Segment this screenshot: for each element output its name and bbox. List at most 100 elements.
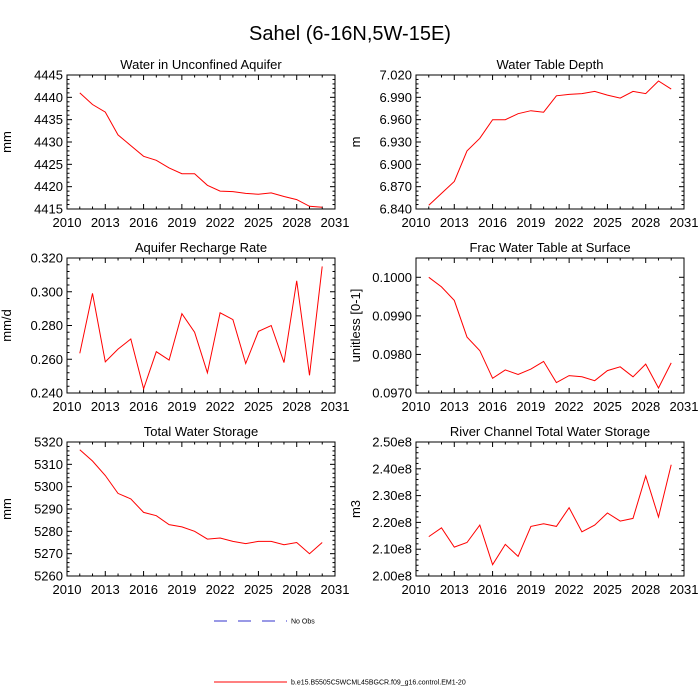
x-tick-label: 2031 xyxy=(670,582,699,597)
panels: Water in Unconfined Aquifer 2010 2013 2016 2… xyxy=(0,57,698,597)
plot-frame xyxy=(66,441,336,577)
plot-frame xyxy=(66,257,336,394)
x-tick-label: 2010 xyxy=(53,399,82,414)
x-tick-label: 2016 xyxy=(129,215,158,230)
panel-title: Total Water Storage xyxy=(144,424,258,439)
x-tick-label: 2025 xyxy=(593,399,622,414)
x-tick-label: 2022 xyxy=(555,215,584,230)
x-tick-label: 2016 xyxy=(129,582,158,597)
y-tick-label: 5310 xyxy=(34,457,63,472)
x-tick-label: 2031 xyxy=(321,215,350,230)
y-tick-label: 2.30e8 xyxy=(372,488,412,503)
x-tick-label: 2022 xyxy=(206,582,235,597)
y-tick-label: 6.870 xyxy=(379,179,412,194)
x-tick-label: 2025 xyxy=(244,215,273,230)
x-tick-label: 2028 xyxy=(282,582,311,597)
x-tick-label: 2031 xyxy=(321,399,350,414)
y-tick-label: 2.20e8 xyxy=(372,515,412,530)
x-tick-label: 2028 xyxy=(282,215,311,230)
x-tick-label: 2022 xyxy=(206,399,235,414)
x-tick-label: 2016 xyxy=(478,399,507,414)
y-tick-label: 6.840 xyxy=(379,202,412,217)
panel-water-in-unconfined-aquifer: Water in Unconfined Aquifer 2010 2013 2016 2… xyxy=(0,57,349,230)
y-tick-label: 5280 xyxy=(34,524,63,539)
x-tick-label: 2019 xyxy=(516,215,545,230)
plot-frame xyxy=(415,74,685,210)
y-axis-label: unitless [0-1] xyxy=(348,289,363,363)
x-tick-label: 2022 xyxy=(555,399,584,414)
x-tick-label: 2028 xyxy=(631,582,660,597)
x-tick-label: 2013 xyxy=(91,582,120,597)
x-tick-label: 2019 xyxy=(167,215,196,230)
y-tick-label: 4425 xyxy=(34,157,63,172)
panel-title: Frac Water Table at Surface xyxy=(469,240,630,255)
x-tick-label: 2010 xyxy=(53,215,82,230)
y-tick-label: 5320 xyxy=(34,435,63,450)
y-tick-label: 6.930 xyxy=(379,135,412,150)
x-tick-label: 2016 xyxy=(129,399,158,414)
y-tick-label: 0.320 xyxy=(30,251,63,266)
panel-title: Aquifer Recharge Rate xyxy=(135,240,267,255)
y-tick-label: 6.960 xyxy=(379,112,412,127)
y-tick-label: 2.50e8 xyxy=(372,435,412,450)
y-tick-label: 0.240 xyxy=(30,386,63,401)
plot-frame xyxy=(415,441,685,577)
x-tick-label: 2022 xyxy=(206,215,235,230)
x-tick-label: 2022 xyxy=(555,582,584,597)
x-tick-label: 2016 xyxy=(478,582,507,597)
legend-item-no-obs: No Obs xyxy=(214,619,315,626)
y-tick-label: 0.0970 xyxy=(372,386,412,401)
y-tick-label: 5290 xyxy=(34,502,63,517)
panel-river-channel-total-water-storage: River Channel Total Water Storage 2010 201… xyxy=(348,424,698,597)
x-tick-label: 2010 xyxy=(53,582,82,597)
y-tick-label: 0.300 xyxy=(30,284,63,299)
x-tick-label: 2031 xyxy=(670,399,699,414)
legend-label-no-obs: No Obs xyxy=(291,619,315,626)
y-tick-label: 4430 xyxy=(34,135,63,150)
x-tick-label: 2028 xyxy=(631,215,660,230)
x-tick-label: 2013 xyxy=(91,215,120,230)
y-tick-label: 7.020 xyxy=(379,68,412,83)
plot-frame xyxy=(415,257,685,394)
y-axis-label: mm/d xyxy=(0,309,14,342)
y-tick-label: 6.900 xyxy=(379,157,412,172)
series-line-b-e15-b5505c5wcml45bgcr-f09-g16-control-em1-20 xyxy=(428,80,672,206)
x-tick-label: 2028 xyxy=(631,399,660,414)
x-tick-label: 2025 xyxy=(593,215,622,230)
x-tick-label: 2019 xyxy=(167,582,196,597)
y-tick-label: 6.990 xyxy=(379,90,412,105)
x-tick-label: 2025 xyxy=(244,582,273,597)
y-tick-label: 4445 xyxy=(34,68,63,83)
y-tick-label: 4440 xyxy=(34,90,63,105)
x-tick-label: 2031 xyxy=(670,215,699,230)
y-tick-label: 0.260 xyxy=(30,352,63,367)
y-tick-label: 5270 xyxy=(34,546,63,561)
x-tick-label: 2010 xyxy=(402,582,431,597)
y-tick-label: 5260 xyxy=(34,569,63,584)
x-tick-label: 2013 xyxy=(440,399,469,414)
x-tick-label: 2031 xyxy=(321,582,350,597)
legend: No Obs b.e15.B5505C5WCML45BGCR.f09_g16.c… xyxy=(214,619,466,687)
y-tick-label: 2.00e8 xyxy=(372,569,412,584)
x-tick-label: 2025 xyxy=(593,582,622,597)
x-tick-label: 2013 xyxy=(91,399,120,414)
y-tick-label: 0.0980 xyxy=(372,347,412,362)
y-tick-label: 2.40e8 xyxy=(372,461,412,476)
y-tick-label: 4420 xyxy=(34,179,63,194)
legend-label-control-ensemble: b.e15.B5505C5WCML45BGCR.f09_g16.control.… xyxy=(291,680,466,687)
panel-aquifer-recharge-rate: Aquifer Recharge Rate 2010 2013 2016 2019 202… xyxy=(0,240,349,414)
y-axis-label: m xyxy=(348,137,363,148)
x-tick-label: 2010 xyxy=(402,215,431,230)
x-tick-label: 2016 xyxy=(478,215,507,230)
x-tick-label: 2028 xyxy=(282,399,311,414)
y-tick-label: 0.280 xyxy=(30,318,63,333)
series-line-b-e15-b5505c5wcml45bgcr-f09-g16-control-em1-20 xyxy=(428,464,672,566)
panel-title: Water in Unconfined Aquifer xyxy=(120,57,282,72)
y-tick-label: 4415 xyxy=(34,202,63,217)
panel-frac-water-table-at-surface: Frac Water Table at Surface 2010 2013 2016 2… xyxy=(348,240,698,414)
x-tick-label: 2025 xyxy=(244,399,273,414)
panel-water-table-depth: Water Table Depth 2010 2013 2016 2019 2022 202… xyxy=(348,57,698,230)
y-tick-label: 0.0990 xyxy=(372,308,412,323)
x-tick-label: 2019 xyxy=(516,399,545,414)
series-line-b-e15-b5505c5wcml45bgcr-f09-g16-control-em1-20 xyxy=(79,92,323,208)
